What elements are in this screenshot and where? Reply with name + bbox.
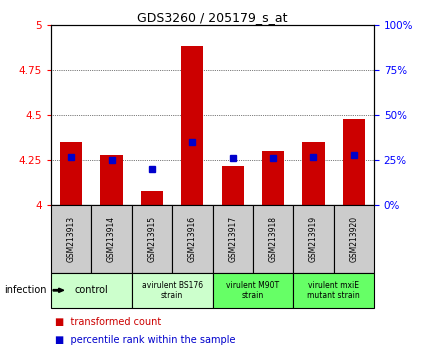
Bar bbox=[334, 205, 374, 273]
Bar bbox=[132, 205, 172, 273]
Bar bbox=[293, 273, 374, 308]
Text: GSM213913: GSM213913 bbox=[67, 216, 76, 262]
Text: control: control bbox=[74, 285, 108, 295]
Bar bbox=[262, 151, 284, 205]
Text: infection: infection bbox=[4, 285, 47, 295]
Text: GSM213915: GSM213915 bbox=[147, 216, 156, 262]
Bar bbox=[91, 205, 132, 273]
Bar bbox=[293, 205, 334, 273]
Bar bbox=[221, 166, 244, 205]
Text: GSM213916: GSM213916 bbox=[188, 216, 197, 262]
Text: GSM213918: GSM213918 bbox=[269, 216, 278, 262]
Bar bbox=[100, 155, 123, 205]
Bar bbox=[51, 205, 91, 273]
Bar bbox=[302, 142, 325, 205]
Bar bbox=[212, 205, 253, 273]
Text: ■  transformed count: ■ transformed count bbox=[55, 317, 162, 327]
Text: GSM213914: GSM213914 bbox=[107, 216, 116, 262]
Text: GSM213920: GSM213920 bbox=[349, 216, 358, 262]
Text: GSM213917: GSM213917 bbox=[228, 216, 237, 262]
Bar bbox=[343, 119, 365, 205]
Bar bbox=[172, 205, 212, 273]
Bar bbox=[60, 142, 82, 205]
Bar bbox=[181, 46, 204, 205]
Bar bbox=[141, 191, 163, 205]
Bar bbox=[212, 273, 293, 308]
Bar bbox=[51, 273, 132, 308]
Text: GSM213919: GSM213919 bbox=[309, 216, 318, 262]
Text: virulent M90T
strain: virulent M90T strain bbox=[226, 281, 280, 300]
Text: ■  percentile rank within the sample: ■ percentile rank within the sample bbox=[55, 335, 236, 345]
Title: GDS3260 / 205179_s_at: GDS3260 / 205179_s_at bbox=[137, 11, 288, 24]
Bar bbox=[253, 205, 293, 273]
Text: virulent mxiE
mutant strain: virulent mxiE mutant strain bbox=[307, 281, 360, 300]
Bar bbox=[132, 273, 212, 308]
Text: avirulent BS176
strain: avirulent BS176 strain bbox=[142, 281, 203, 300]
